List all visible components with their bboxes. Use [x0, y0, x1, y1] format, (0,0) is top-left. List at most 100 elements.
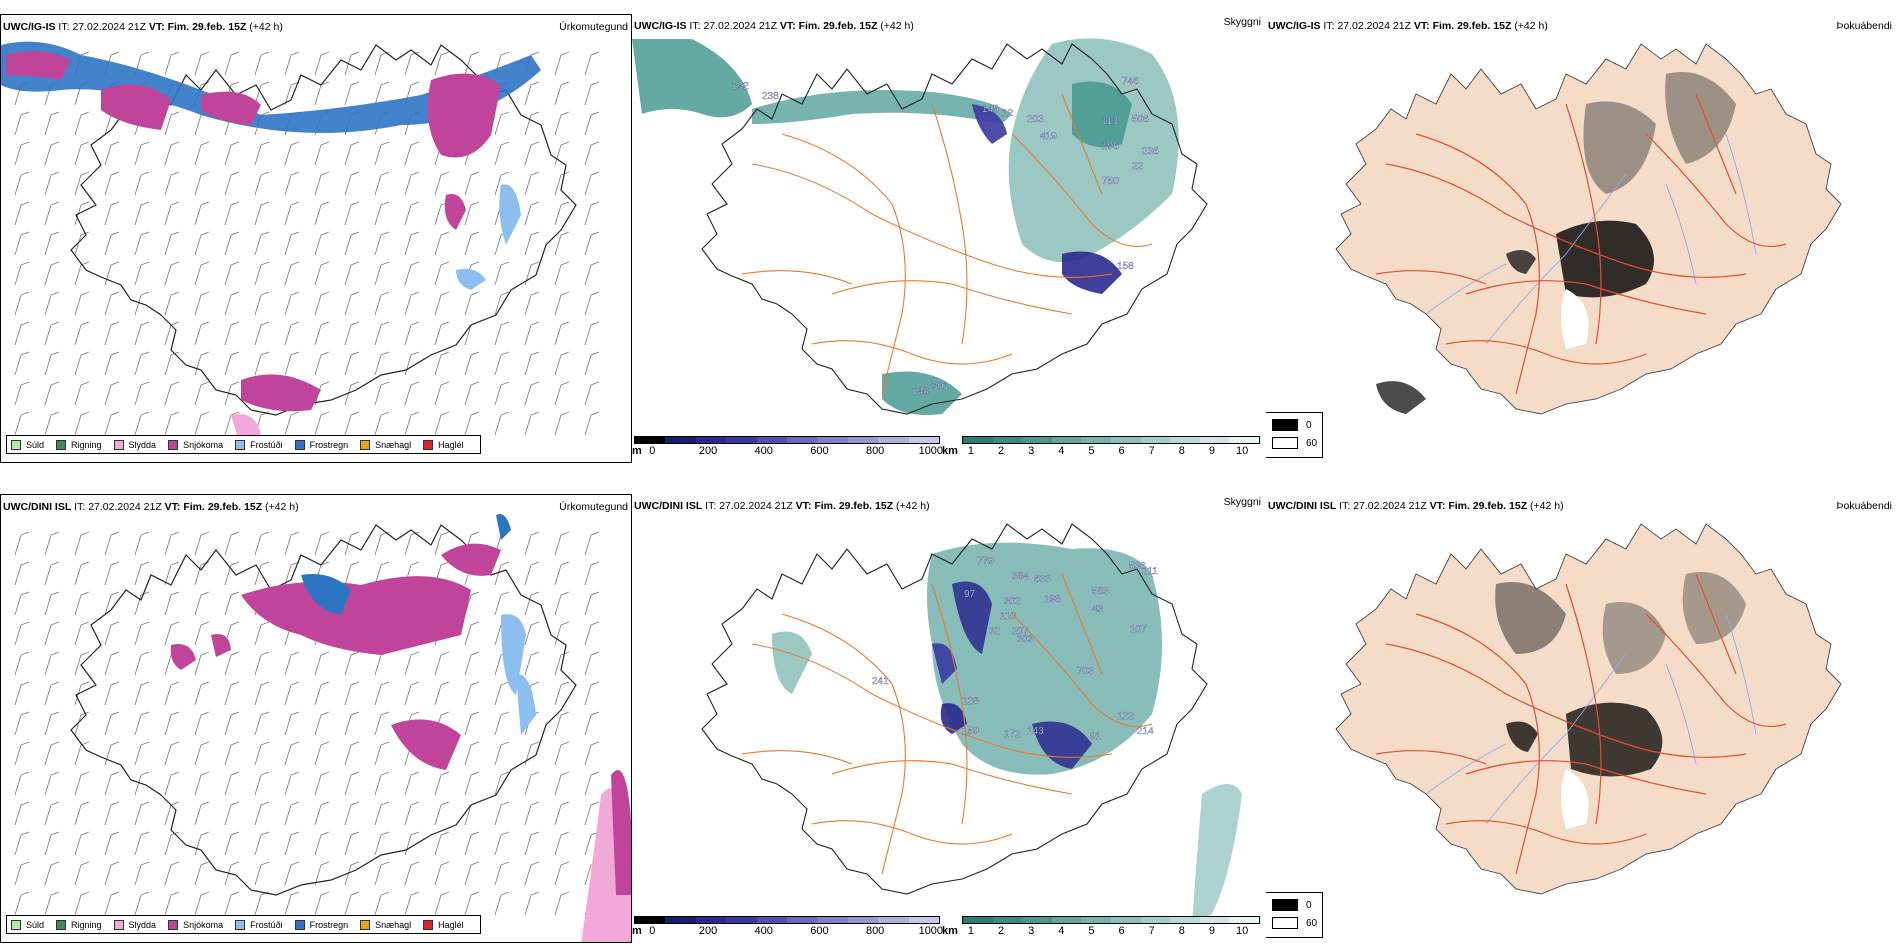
- wind-barb: [374, 741, 390, 766]
- wind-barb: [104, 711, 120, 736]
- wind-barb: [464, 231, 480, 256]
- it-value: 27.02.2024 21Z: [72, 21, 146, 33]
- road-network: [741, 573, 1153, 875]
- wind-barb: [314, 711, 330, 736]
- road: [1375, 270, 1487, 285]
- wind-barb: [314, 651, 330, 676]
- wind-barb: [74, 561, 90, 586]
- road: [1465, 760, 1707, 795]
- wind-barb: [104, 381, 120, 406]
- visibility-value: 32: [989, 626, 1001, 637]
- wind-barb: [224, 321, 240, 346]
- wind-barb: [494, 741, 510, 766]
- wind-barb: [224, 51, 240, 76]
- colorbar-segment: [1140, 437, 1171, 443]
- wind-barb: [14, 561, 30, 586]
- wind-barb: [104, 141, 120, 166]
- wind-barb: [164, 711, 180, 736]
- wind-barb: [164, 891, 180, 916]
- legend-swatch: [168, 439, 179, 450]
- colorbar-segment: [756, 437, 788, 443]
- legend-swatch: [11, 919, 21, 930]
- wind-barb: [584, 141, 600, 166]
- wind-barb: [464, 411, 480, 436]
- wind-barb: [134, 801, 150, 826]
- wind-barb: [494, 861, 510, 886]
- wind-barb: [44, 621, 60, 646]
- it-label: IT:: [1323, 20, 1335, 32]
- wind-barb: [464, 741, 480, 766]
- visibility-value: 158: [1117, 261, 1134, 272]
- wind-barb: [254, 531, 270, 556]
- model-name: UWC/DINI ISL: [1268, 500, 1337, 512]
- wind-barb: [44, 201, 60, 226]
- vt-label: VT: Fim. 29.feb. 15Z: [164, 501, 263, 513]
- colorbar-segment: [635, 917, 666, 923]
- wind-barb: [344, 651, 360, 676]
- wind-barb: [164, 51, 180, 76]
- wind-barb: [404, 171, 420, 196]
- visibility-value: 419: [1040, 131, 1057, 142]
- wind-barb: [194, 891, 210, 916]
- wind-barb: [74, 351, 90, 376]
- wind-barb: [524, 591, 540, 616]
- colorbar-segment: [726, 917, 757, 923]
- wind-barb: [374, 261, 390, 286]
- wind-barbs: [14, 51, 600, 436]
- colorbar-segment: [908, 917, 940, 923]
- wind-barb: [554, 291, 570, 316]
- iceland-outline: [1335, 523, 1842, 895]
- wind-barb: [584, 231, 600, 256]
- wind-barb: [44, 291, 60, 316]
- colorbar-segment: [1110, 437, 1141, 443]
- visibility-value: 12: [1002, 108, 1014, 119]
- wind-barb: [254, 891, 270, 916]
- legend-label: Frostúði: [250, 439, 283, 450]
- visibility-value: 43: [1092, 604, 1104, 615]
- panel-header: UWC/IG-IS IT: 27.02.2024 21Z VT: Fim. 29…: [634, 20, 914, 32]
- wind-barb: [284, 201, 300, 226]
- wind-barb: [104, 831, 120, 856]
- road-network: [1375, 573, 1787, 875]
- fog-map: [1335, 43, 1842, 415]
- colorbar-tick: 8: [1178, 445, 1185, 457]
- wind-barb: [104, 771, 120, 796]
- road: [1011, 133, 1153, 248]
- colorbar-segment: [1022, 917, 1052, 923]
- it-value: 27.02.2024 21Z: [703, 20, 777, 32]
- colorbar-segment: [847, 917, 879, 923]
- wind-barb: [14, 801, 30, 826]
- wind-barb: [104, 531, 120, 556]
- wind-barb: [44, 381, 60, 406]
- wind-barb: [74, 651, 90, 676]
- wind-barb: [464, 771, 480, 796]
- wind-barb: [404, 831, 420, 856]
- legend-label: Haglél: [438, 439, 464, 450]
- wind-barb: [554, 381, 570, 406]
- wind-barb: [524, 651, 540, 676]
- legend-label: Frostregn: [309, 439, 349, 450]
- wind-barb: [434, 381, 450, 406]
- road: [1415, 613, 1540, 875]
- wind-barb: [344, 411, 360, 436]
- river-network: [1425, 133, 1757, 345]
- wind-barb: [104, 891, 120, 916]
- road: [751, 643, 1113, 758]
- precip-type-legend: Súld Rigning Slydda Snjókoma Frostúði Frostre…: [6, 435, 481, 454]
- wind-barb: [344, 231, 360, 256]
- wind-barb: [584, 651, 600, 676]
- wind-barb: [164, 771, 180, 796]
- wind-barb: [74, 111, 90, 136]
- wind-barb: [44, 351, 60, 376]
- vt-label: VT: Fim. 29.feb. 15Z: [1429, 500, 1528, 512]
- panel-visibility-row2: UWC/DINI ISL IT: 27.02.2024 21Z VT: Fim.…: [632, 494, 1264, 943]
- wind-barb: [14, 651, 30, 676]
- wind-barb: [254, 861, 270, 886]
- legend-swatch: [56, 439, 67, 450]
- colorbar-tick: 1000: [918, 445, 944, 457]
- colorbar-meters: 0 200 400 600 800 1000 m: [632, 436, 944, 458]
- wind-barb: [554, 771, 570, 796]
- wind-barb: [524, 201, 540, 226]
- lead-time: (+42 h): [249, 21, 283, 33]
- wind-barb: [404, 141, 420, 166]
